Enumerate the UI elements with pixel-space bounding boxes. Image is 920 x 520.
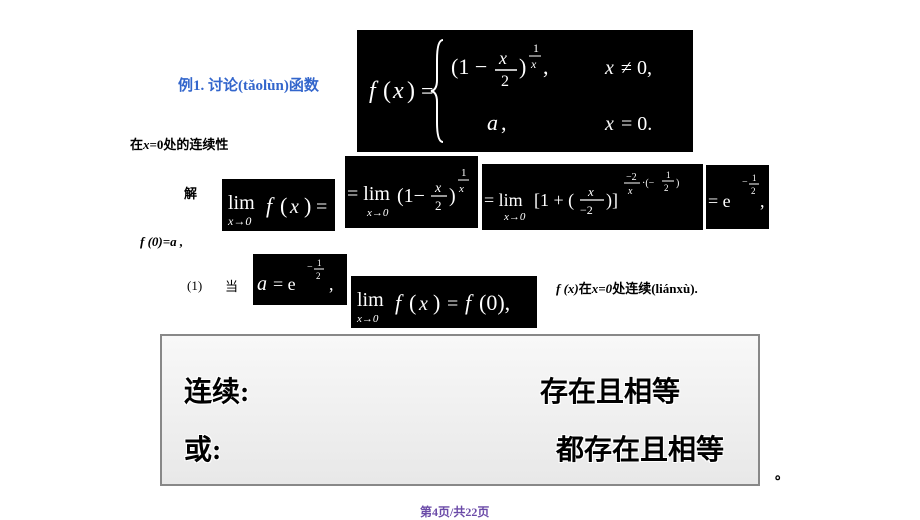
example-title: 例1. 讨论(tǎolùn)函数 — [178, 74, 319, 95]
svg-text:): ) — [449, 185, 456, 207]
svg-text:x: x — [604, 57, 614, 79]
svg-text:x: x — [604, 113, 614, 135]
svg-text:f: f — [266, 193, 275, 218]
svg-text:1: 1 — [752, 173, 757, 183]
svg-text:=: = — [316, 196, 327, 218]
svg-text:(0),: (0), — [479, 290, 510, 315]
continuity-text: 在x=0处的连续性 — [130, 134, 228, 153]
svg-text:,: , — [501, 110, 507, 135]
svg-text:lim: lim — [357, 289, 384, 311]
solution-label: 解 — [184, 183, 197, 202]
page-counter: 第4页/共22页 — [420, 503, 489, 520]
lim-block-1: lim x→0 f ( x ) = — [222, 179, 335, 231]
lim-block-4: = e − 1 2 , — [706, 165, 769, 229]
svg-text:f: f — [465, 290, 474, 315]
svg-text:x: x — [392, 78, 404, 104]
piecewise-formula: f ( x ) = (1 − x 2 ) 1 x , x ≠ 0, a , x … — [357, 30, 693, 152]
svg-text:2: 2 — [435, 198, 442, 213]
svg-text:−: − — [742, 177, 748, 188]
svg-text:x: x — [498, 48, 507, 68]
svg-text:2: 2 — [501, 73, 509, 90]
svg-text:x: x — [627, 186, 633, 197]
svg-text:−: − — [307, 262, 313, 273]
svg-text:= lim: = lim — [347, 183, 390, 205]
case1-lim-block: lim x→0 f ( x ) = f (0), — [351, 276, 537, 328]
big-cunzai2: 都存在且相等 — [556, 428, 724, 468]
svg-text:): ) — [433, 290, 440, 315]
big-cunzai1: 存在且相等 — [540, 370, 680, 410]
svg-text:1: 1 — [461, 167, 467, 179]
svg-text:)]: )] — [606, 190, 618, 211]
svg-text:2: 2 — [751, 186, 756, 196]
svg-text:(: ( — [409, 290, 416, 315]
svg-text:,: , — [329, 274, 334, 294]
svg-text:a: a — [487, 110, 498, 135]
svg-text:1: 1 — [317, 258, 322, 268]
svg-text:1: 1 — [533, 41, 539, 55]
svg-text:−2: −2 — [580, 203, 593, 217]
svg-text:): ) — [304, 193, 311, 218]
svg-text:lim: lim — [228, 192, 255, 214]
svg-text:x: x — [587, 184, 594, 199]
svg-text:(1 −: (1 − — [451, 54, 487, 79]
lim-block-2: = lim x→0 (1− x 2 ) 1 x — [345, 156, 478, 228]
svg-text:1: 1 — [666, 170, 671, 180]
svg-text:(1−: (1− — [397, 185, 425, 207]
svg-text:x→0: x→0 — [503, 211, 526, 223]
svg-text:): ) — [519, 54, 526, 79]
svg-text:(: ( — [280, 193, 287, 218]
svg-text:2: 2 — [316, 271, 321, 281]
case1-number: (1) — [187, 278, 202, 294]
f0-equals: f (0)=a , — [140, 234, 183, 250]
case1-a-block: a = e − 1 2 , — [253, 254, 347, 305]
svg-text:−2: −2 — [626, 172, 637, 183]
svg-text:,: , — [543, 54, 549, 79]
svg-text:x→0: x→0 — [356, 313, 379, 325]
svg-text:x→0: x→0 — [366, 207, 389, 219]
svg-text:): ) — [407, 78, 415, 104]
svg-text:= e: = e — [273, 274, 296, 294]
svg-text:(: ( — [383, 78, 391, 104]
svg-text:·(−: ·(− — [642, 178, 655, 189]
svg-text:x: x — [530, 57, 537, 71]
svg-text:= lim: = lim — [484, 190, 523, 210]
svg-text:x: x — [434, 181, 442, 196]
case1-dang: 当 — [225, 276, 238, 295]
svg-text:a: a — [257, 273, 267, 295]
svg-text:x: x — [418, 293, 428, 315]
continuity-prefix: 在 — [130, 137, 143, 152]
period-dot: 。 — [775, 464, 789, 484]
svg-text:x→0: x→0 — [227, 214, 251, 228]
big-lianxu: 连续: — [184, 370, 249, 410]
svg-text:x: x — [289, 196, 299, 218]
svg-text:2: 2 — [664, 183, 669, 193]
svg-text:=: = — [447, 293, 458, 315]
svg-text:≠ 0,: ≠ 0, — [621, 57, 652, 79]
svg-text:): ) — [676, 178, 679, 189]
svg-text:,: , — [760, 191, 765, 211]
case1-text: f (x)在x=0处连续(liánxù). — [556, 278, 698, 297]
svg-text:x: x — [458, 183, 464, 195]
svg-text:f: f — [369, 78, 379, 104]
svg-text:f: f — [395, 290, 404, 315]
svg-text:= 0.: = 0. — [621, 113, 652, 135]
lim-block-3: = lim x→0 [1 + ( x −2 )] −2 x ·(− 1 2 ) — [482, 164, 703, 230]
big-huo: 或: — [184, 428, 221, 468]
svg-text:= e: = e — [708, 191, 731, 211]
svg-text:[1 + (: [1 + ( — [534, 190, 574, 211]
